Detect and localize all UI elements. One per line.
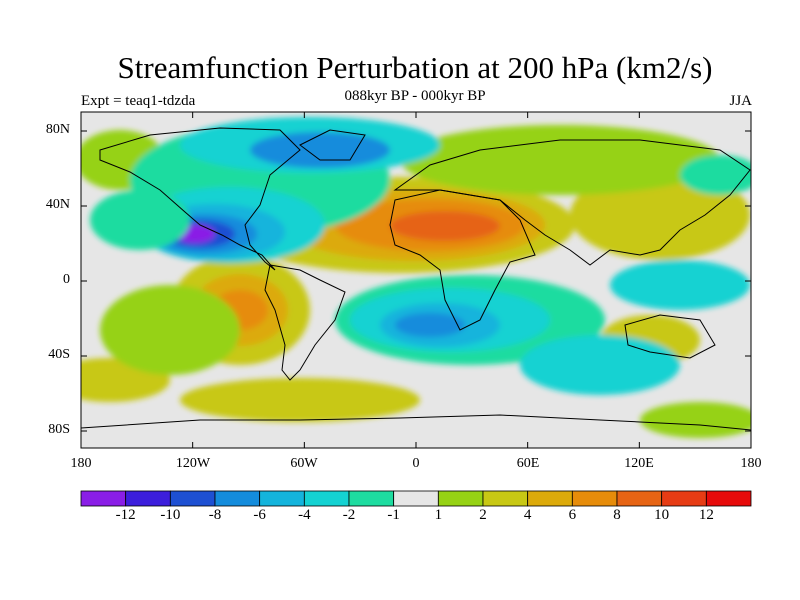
lon-label-60e: 60E (516, 456, 540, 471)
colorbar-label: 12 (698, 507, 714, 523)
lat-label-80n: 80N (45, 122, 70, 137)
colorbar-swatch (169, 490, 216, 507)
negative-region-southindian (520, 335, 680, 395)
colorbar-swatch (303, 490, 350, 507)
colorbar-label: 1 (434, 507, 443, 523)
lat-label-40n: 40N (45, 197, 70, 212)
colorbar (80, 490, 752, 507)
lat-label-80s: 80S (48, 422, 70, 437)
negative-region-pacific (90, 190, 190, 250)
negative-region-southatlantic (395, 313, 465, 337)
lon-label-60w: 60W (290, 456, 318, 471)
africa-outline (389, 189, 536, 331)
colorbar-swatch (705, 490, 752, 507)
colorbar-swatch (80, 490, 127, 507)
season-label: JJA (729, 93, 752, 109)
colorbar-swatch (527, 490, 573, 507)
negative-region-arctic (250, 132, 390, 168)
positive-region-eurasia (400, 125, 720, 195)
plot-title: Streamfunction Perturbation at 200 hPa (… (117, 50, 713, 85)
colorbar-swatch (348, 490, 395, 507)
lon-label-180e: 180 (740, 456, 762, 471)
lat-label-40s: 40S (48, 347, 70, 362)
colorbar-label: 8 (613, 507, 621, 523)
colorbar-swatch (393, 490, 439, 507)
lon-label-0: 0 (412, 456, 420, 471)
negative-region-northpacific (680, 155, 751, 195)
colorbar-swatch (214, 490, 261, 507)
colorbar-swatch (661, 490, 707, 507)
colorbar-label: -8 (208, 507, 222, 523)
negative-region-maritime (610, 260, 750, 310)
colorbar-label: 4 (523, 507, 532, 523)
contour-field (81, 112, 751, 448)
colorbar-label: -4 (298, 507, 311, 523)
coastlines (81, 127, 751, 431)
lon-label-180w: 180 (70, 456, 92, 471)
axis-ticks (80, 112, 752, 448)
greenland-outline (299, 129, 366, 161)
lat-label-eq: 0 (63, 272, 70, 287)
plot-subtitle: 088kyr BP - 000kyr BP (344, 88, 486, 104)
lon-label-120e: 120E (624, 456, 654, 471)
colorbar-label: 2 (479, 507, 487, 523)
colorbar-swatch (437, 490, 484, 507)
australia-outline (624, 314, 716, 359)
colorbar-swatch (125, 490, 171, 507)
south-america-outline (264, 264, 346, 381)
colorbar-label: -12 (115, 507, 136, 523)
positive-region-northafrica (390, 211, 500, 241)
lon-label-120w: 120W (175, 456, 211, 471)
positive-region-eastpacific (100, 285, 240, 375)
positive-region-southindian (640, 402, 751, 438)
colorbar-label: -6 (253, 507, 266, 523)
colorbar-label: -10 (160, 507, 181, 523)
colorbar-swatch (616, 490, 663, 507)
colorbar-label: -1 (387, 507, 400, 523)
colorbar-swatch (571, 490, 618, 507)
colorbar-label: -2 (342, 507, 356, 523)
colorbar-label: 6 (568, 507, 577, 523)
colorbar-swatch (259, 490, 305, 507)
antarctica-outline (81, 414, 751, 431)
eurasia-outline (393, 139, 751, 266)
colorbar-label: 10 (654, 507, 670, 523)
experiment-label: Expt = teaq1-tdzda (81, 93, 196, 109)
positive-region-southatlantic (180, 378, 420, 422)
colorbar-swatch (482, 490, 529, 507)
